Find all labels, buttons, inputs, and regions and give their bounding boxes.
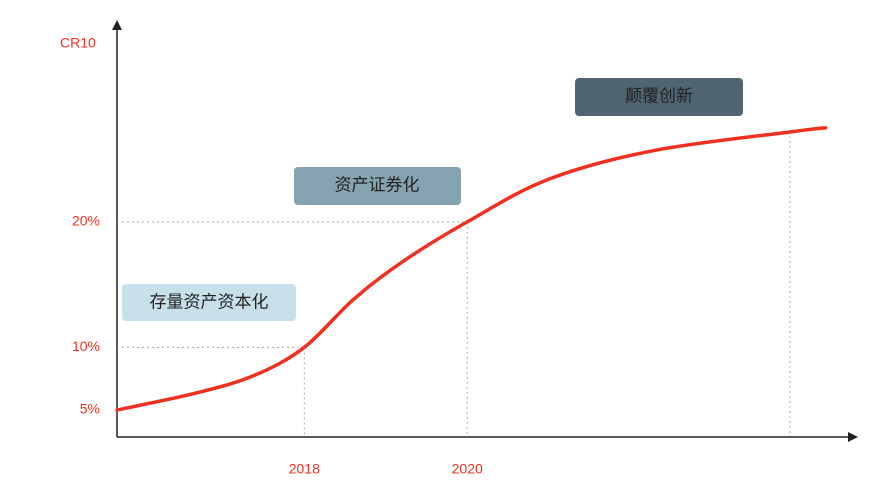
annotation: 颠覆创新 [625, 86, 693, 105]
annotation-box [575, 78, 743, 116]
annotation: 存量资产资本化 [150, 292, 269, 311]
line [115, 126, 828, 412]
annotation: 资产证券化 [335, 175, 420, 194]
y-tick-label: 20% [72, 213, 100, 229]
y-tick-label: 10% [72, 338, 100, 354]
x-tick-label: 2018 [289, 461, 320, 477]
y-axis-arrow [112, 20, 122, 30]
y-axis-label: CR10 [60, 35, 96, 51]
annotation-box [122, 284, 296, 321]
x-tick-label: 2020 [452, 461, 483, 477]
x-axis-arrow [848, 432, 858, 442]
annotation-box [294, 167, 461, 205]
y-tick-label: 5% [80, 401, 100, 417]
